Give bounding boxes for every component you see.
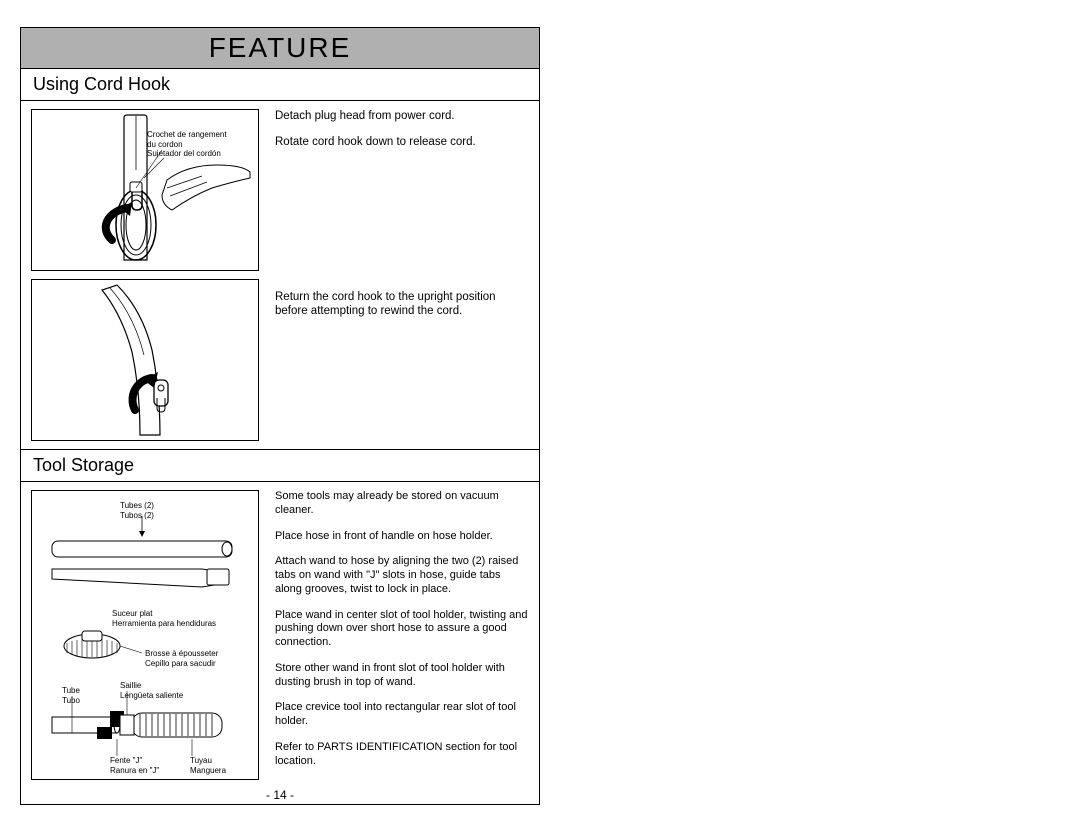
section-tool-storage-title: Tool Storage: [21, 450, 539, 482]
para-store-other: Store other wand in front slot of tool h…: [275, 662, 529, 690]
label-brosse: Brosse à épousseter: [145, 649, 218, 658]
diagram-column: Crochet de rangement du cordon Sujetador…: [31, 109, 259, 441]
label-saillie: Saillie: [120, 681, 141, 690]
label-lengueta: Lengüeta saliente: [120, 691, 183, 700]
para-return: Return the cord hook to the upright posi…: [275, 290, 529, 319]
para-crevice: Place crevice tool into rectangular rear…: [275, 701, 529, 729]
label-tubes-es: Tubos (2): [120, 511, 154, 520]
label-crochet: Crochet de rangement: [147, 130, 227, 139]
section-using-cord-hook-title: Using Cord Hook: [21, 69, 539, 101]
para-attach-wand: Attach wand to hose by aligning the two …: [275, 555, 529, 596]
para-some-tools: Some tools may already be stored on vacu…: [275, 490, 529, 518]
manual-page: FEATURE Using Cord Hook: [20, 27, 540, 805]
diagram-tool-storage: Tubes (2) Tubos (2) Suceur plat Herramie…: [31, 490, 259, 780]
label-tubes-en: Tubes (2): [120, 501, 154, 510]
label-cepillo: Cepillo para sacudir: [145, 659, 216, 668]
para-place-wand: Place wand in center slot of tool holder…: [275, 609, 529, 650]
label-suceur: Suceur plat: [112, 609, 152, 618]
label-tube-en: Tube: [62, 686, 80, 695]
para-detach: Detach plug head from power cord.: [275, 109, 529, 123]
feature-header: FEATURE: [21, 28, 539, 69]
para-rotate: Rotate cord hook down to release cord.: [275, 135, 529, 149]
cord-hook-row: Crochet de rangement du cordon Sujetador…: [21, 101, 539, 441]
label-ducordon: du cordon: [147, 140, 183, 149]
label-tuyau: Tuyau: [190, 756, 212, 765]
diagram-cord-hook-release: Crochet de rangement du cordon Sujetador…: [31, 109, 259, 271]
label-sujetador: Sujetador del cordón: [147, 149, 221, 158]
label-fente: Fente "J": [110, 756, 142, 765]
para-place-hose: Place hose in front of handle on hose ho…: [275, 530, 529, 544]
tool-storage-text: Some tools may already be stored on vacu…: [259, 490, 529, 780]
page-number: - 14 -: [21, 784, 539, 804]
label-ranura: Ranura en "J": [110, 766, 159, 775]
label-tube-es: Tubo: [62, 696, 80, 705]
label-manguera: Manguera: [190, 766, 226, 775]
label-herramienta: Herramienta para hendiduras: [112, 619, 216, 628]
diagram-cord-hook-upright: [31, 279, 259, 441]
cord-hook-text: Detach plug head from power cord. Rotate…: [259, 109, 529, 441]
tool-storage-row: Tubes (2) Tubos (2) Suceur plat Herramie…: [21, 482, 539, 784]
para-refer: Refer to PARTS IDENTIFICATION section fo…: [275, 741, 529, 769]
